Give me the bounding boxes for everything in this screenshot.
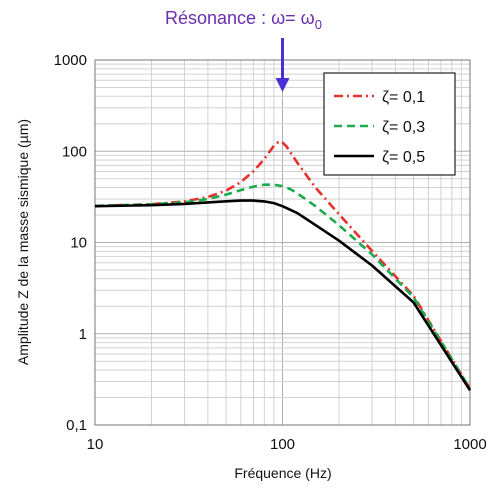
legend-box xyxy=(323,72,456,176)
x-axis-label: Fréquence (Hz) xyxy=(234,465,331,481)
x-tick-label: 1000 xyxy=(453,436,486,453)
resonance-annotation: Résonance : ω= ω0 xyxy=(165,8,322,92)
resonance-text-main: Résonance : ω= ω xyxy=(165,8,315,28)
y-tick-label: 1000 xyxy=(54,52,87,69)
x-tick-label: 10 xyxy=(87,436,104,453)
legend-label-3: ζ= 0,5 xyxy=(382,149,425,166)
series-line-1 xyxy=(94,140,472,390)
y-tick-label: 1 xyxy=(79,326,87,343)
y-tick-label: 10 xyxy=(70,235,87,252)
tick-labels: 10 100 1000 0,1 1 10 100 1000 xyxy=(54,52,487,453)
series-line-2 xyxy=(94,183,472,390)
y-tick-label: 100 xyxy=(62,143,87,160)
resonance-text: Résonance : ω= ω0 xyxy=(165,8,322,32)
legend-label-1: ζ= 0,1 xyxy=(382,89,425,106)
y-axis-label: Amplitude Z de la masse sismique (µm) xyxy=(15,119,31,365)
series-line-3 xyxy=(94,199,472,392)
legend-label-2: ζ= 0,3 xyxy=(382,119,425,136)
x-tick-label: 100 xyxy=(270,436,295,453)
resonance-text-subscript: 0 xyxy=(315,17,322,32)
y-tick-label: 0,1 xyxy=(66,417,87,434)
legend: ζ= 0,1 ζ= 0,3 ζ= 0,5 xyxy=(323,72,456,176)
resonance-arrow-head xyxy=(275,78,290,92)
series-lines xyxy=(94,140,472,392)
